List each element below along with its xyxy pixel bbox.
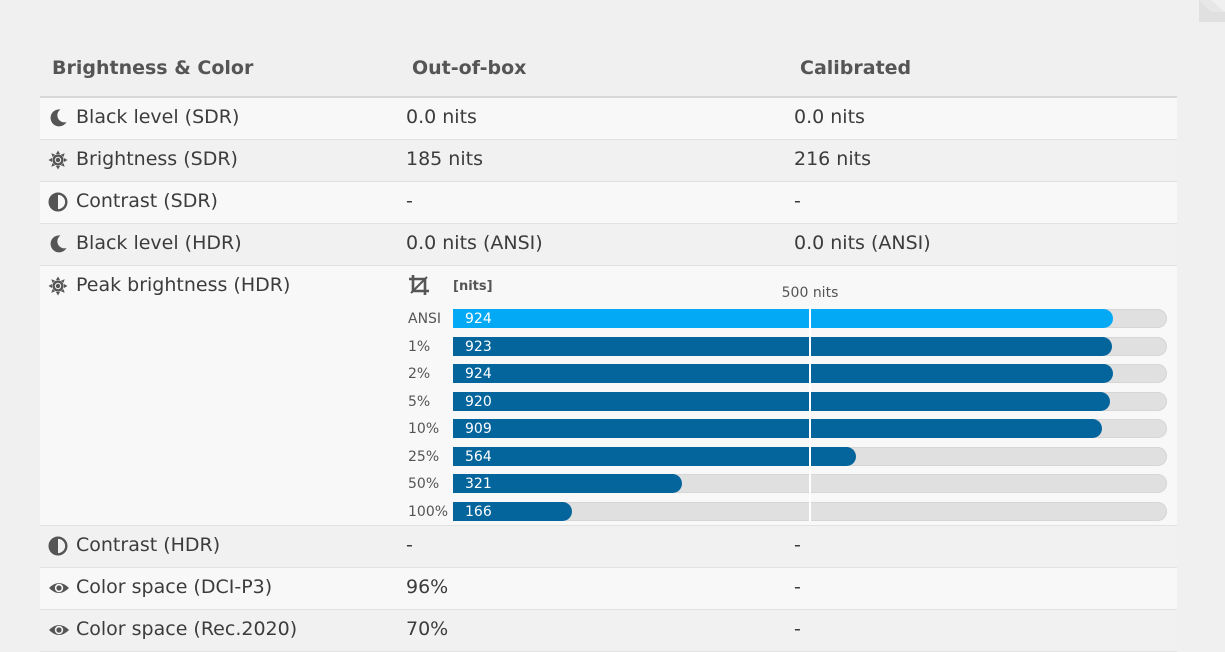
bar: 924 bbox=[453, 364, 1113, 383]
row-label: Color space (DCI-P3) bbox=[76, 576, 273, 598]
row-color-space-rec2020: Color space (Rec.2020) 70% - bbox=[40, 610, 1177, 652]
bar-category-label: 2% bbox=[408, 366, 431, 382]
calibrated-value: - bbox=[794, 534, 801, 556]
out-of-box-value: - bbox=[406, 190, 413, 212]
bar-value-label: 909 bbox=[465, 421, 492, 437]
eye-icon bbox=[48, 620, 69, 640]
bar: 923 bbox=[453, 336, 1113, 356]
calibrated-value: 0.0 nits (ANSI) bbox=[794, 232, 931, 254]
moon-icon bbox=[48, 108, 68, 128]
out-of-box-value: 0.0 nits (ANSI) bbox=[406, 232, 543, 254]
out-of-box-value: 96% bbox=[406, 576, 449, 598]
bar-row: 2% 924 bbox=[406, 363, 1176, 385]
bar: 909 bbox=[453, 419, 1103, 438]
bar-value-label: 564 bbox=[465, 448, 492, 465]
out-of-box-value: 70% bbox=[406, 618, 449, 640]
bar-category-label: 5% bbox=[408, 393, 431, 410]
row-label: Black level (SDR) bbox=[76, 106, 240, 128]
row-black-level-sdr: Black level (SDR) 0.0 nits 0.0 nits bbox=[40, 98, 1177, 140]
bar: 321 bbox=[453, 474, 683, 493]
out-of-box-value: - bbox=[406, 534, 413, 556]
bar-category-label: ANSI bbox=[408, 311, 442, 327]
sun-icon bbox=[48, 276, 68, 296]
calibrated-value: 216 nits bbox=[794, 148, 871, 170]
row-label: Contrast (HDR) bbox=[76, 534, 221, 556]
column-header-out-of-box: Out-of-box bbox=[412, 57, 527, 79]
brightness-color-table: Brightness & Color Out-of-box Calibrated… bbox=[40, 44, 1177, 652]
bar-row: 1% 923 bbox=[406, 336, 1176, 358]
bar-value-label: 321 bbox=[465, 476, 492, 492]
row-label: Color space (Rec.2020) bbox=[76, 618, 298, 640]
row-peak-brightness-hdr: Peak brightness (HDR) [nits] 500 nits AN… bbox=[40, 266, 1177, 526]
column-header-calibrated: Calibrated bbox=[800, 57, 912, 79]
bar: 166 bbox=[453, 501, 572, 521]
bar-category-label: 10% bbox=[408, 421, 440, 437]
bar: 924 bbox=[453, 309, 1113, 328]
calibrated-value: - bbox=[794, 618, 801, 640]
bar-row: 25% 564 bbox=[406, 446, 1176, 468]
table-header: Brightness & Color Out-of-box Calibrated bbox=[40, 44, 1177, 98]
chart-unit-label: [nits] bbox=[453, 279, 493, 294]
peak-brightness-chart: [nits] 500 nits ANSI 924 1% 923 2% 924 5% 920 10… bbox=[406, 272, 1176, 522]
bar-value-label: 924 bbox=[465, 311, 492, 327]
contrast-icon bbox=[48, 536, 68, 556]
out-of-box-value: 185 nits bbox=[406, 148, 483, 170]
bar-category-label: 50% bbox=[408, 476, 440, 492]
bar-value-label: 924 bbox=[465, 366, 492, 382]
bar-row: 100% 166 bbox=[406, 501, 1176, 523]
calibrated-value: - bbox=[794, 576, 801, 598]
out-of-box-value: 0.0 nits bbox=[406, 106, 477, 128]
sun-icon bbox=[48, 150, 68, 170]
page-fold-icon bbox=[1199, 0, 1225, 22]
bar-category-label: 1% bbox=[408, 338, 431, 355]
row-black-level-hdr: Black level (HDR) 0.0 nits (ANSI) 0.0 ni… bbox=[40, 224, 1177, 266]
row-brightness-sdr: Brightness (SDR) 185 nits 216 nits bbox=[40, 140, 1177, 182]
bar-row: 50% 321 bbox=[406, 473, 1176, 495]
bar: 564 bbox=[453, 446, 856, 466]
row-color-space-dci-p3: Color space (DCI-P3) 96% - bbox=[40, 568, 1177, 610]
bar-category-label: 25% bbox=[408, 448, 440, 465]
bar-row: ANSI 924 bbox=[406, 308, 1176, 330]
bar: 920 bbox=[453, 391, 1110, 411]
contrast-icon bbox=[48, 192, 68, 212]
row-contrast-hdr: Contrast (HDR) - - bbox=[40, 526, 1177, 568]
bar-row: 10% 909 bbox=[406, 418, 1176, 440]
bar-value-label: 166 bbox=[465, 503, 492, 520]
moon-icon bbox=[48, 234, 68, 254]
row-label: Peak brightness (HDR) bbox=[76, 274, 291, 296]
row-label: Black level (HDR) bbox=[76, 232, 242, 254]
row-label: Brightness (SDR) bbox=[76, 148, 238, 170]
calibrated-value: - bbox=[794, 190, 801, 212]
row-contrast-sdr: Contrast (SDR) - - bbox=[40, 182, 1177, 224]
reference-line-label: 500 nits bbox=[781, 285, 839, 301]
crop-icon[interactable] bbox=[408, 274, 430, 296]
bar-value-label: 923 bbox=[465, 338, 492, 355]
eye-icon bbox=[48, 578, 69, 598]
bar-category-label: 100% bbox=[408, 503, 449, 520]
bar-row: 5% 920 bbox=[406, 391, 1176, 413]
reference-line bbox=[809, 305, 811, 521]
column-header-category: Brightness & Color bbox=[52, 57, 254, 79]
row-label: Contrast (SDR) bbox=[76, 190, 218, 212]
bar-value-label: 920 bbox=[465, 393, 492, 410]
calibrated-value: 0.0 nits bbox=[794, 106, 865, 128]
